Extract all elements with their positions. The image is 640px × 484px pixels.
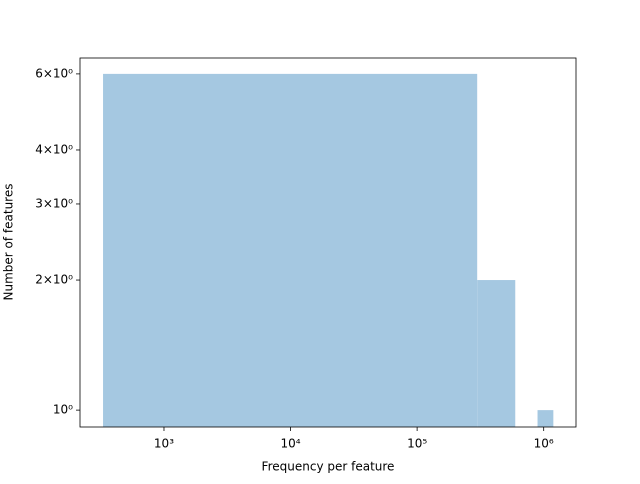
x-tick-label: 10⁴	[281, 437, 301, 451]
x-axis-label: Frequency per feature	[262, 460, 395, 474]
y-tick-label: 3×10⁰	[35, 196, 73, 210]
y-axis-label: Number of features	[2, 184, 16, 301]
y-tick-label: 4×10⁰	[35, 142, 73, 156]
plot-frame	[79, 57, 577, 428]
bar	[103, 73, 478, 428]
x-tick-label: 10⁶	[534, 437, 554, 451]
x-tick-label: 10³	[154, 437, 174, 451]
y-tick-label: 10⁰	[53, 403, 73, 417]
bar	[477, 280, 516, 427]
y-tick-label: 2×10⁰	[35, 273, 73, 287]
x-tick-label: 10⁵	[407, 437, 427, 451]
bar	[537, 410, 554, 427]
y-tick-label: 6×10⁰	[35, 66, 73, 80]
